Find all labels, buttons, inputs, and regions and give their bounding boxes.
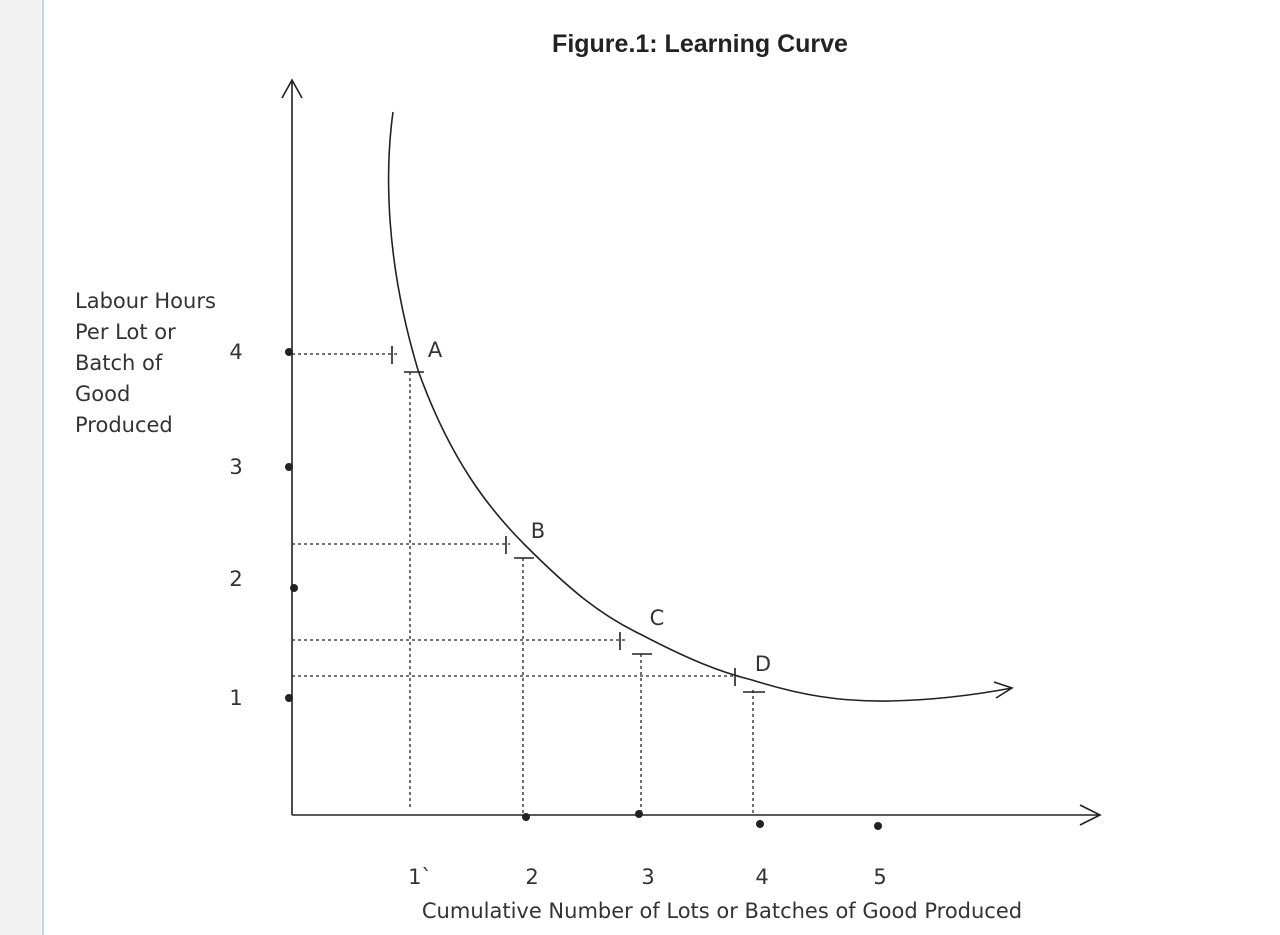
y-tick-label: 3 — [229, 455, 242, 479]
axis-dots — [285, 348, 882, 830]
guide-b — [292, 543, 524, 815]
y-tick-label: 4 — [229, 340, 242, 364]
y-axis-label: Good — [75, 382, 130, 406]
y-tick-label: 2 — [229, 567, 242, 591]
y-axis-label: Per Lot or — [75, 320, 176, 344]
x-tick-label: 5 — [873, 865, 886, 889]
point-ticks — [391, 346, 765, 693]
y-axis — [281, 78, 303, 815]
x-axis — [292, 804, 1102, 826]
guide-a — [292, 353, 411, 808]
point-label: A — [428, 338, 443, 362]
y-axis-label: Batch of — [75, 351, 163, 375]
y-tick-label: 1 — [229, 686, 242, 710]
figure-title: Figure.1: Learning Curve — [552, 30, 848, 58]
x-tick-label: 1` — [408, 865, 432, 889]
x-tick-label: 4 — [755, 865, 768, 889]
y-axis-label: Labour Hours — [75, 289, 216, 313]
learning-curve — [387, 111, 1014, 702]
x-axis-label: Cumulative Number of Lots or Batches of … — [422, 899, 1022, 923]
point-label: D — [755, 652, 771, 676]
y-axis-label: Produced — [75, 413, 173, 437]
point-label: C — [650, 606, 665, 630]
x-tick-label: 2 — [525, 865, 538, 889]
guide-c — [292, 639, 642, 815]
guide-d — [292, 675, 754, 815]
x-tick-label: 3 — [641, 865, 654, 889]
sidebar — [0, 0, 44, 935]
point-label: B — [531, 519, 545, 543]
